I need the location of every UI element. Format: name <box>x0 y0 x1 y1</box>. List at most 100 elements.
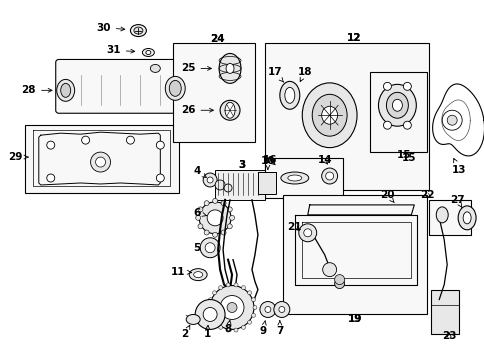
Ellipse shape <box>462 212 470 224</box>
Text: 3: 3 <box>238 160 245 170</box>
Circle shape <box>207 306 211 310</box>
Circle shape <box>273 302 289 317</box>
Circle shape <box>215 180 225 190</box>
Circle shape <box>207 210 223 226</box>
Circle shape <box>247 320 251 324</box>
Circle shape <box>197 207 202 212</box>
Ellipse shape <box>279 81 299 109</box>
Circle shape <box>325 172 333 180</box>
Text: 12: 12 <box>347 32 361 42</box>
Bar <box>282 195 426 315</box>
Text: 2: 2 <box>181 325 189 340</box>
Circle shape <box>212 291 216 295</box>
Bar <box>430 290 458 335</box>
Ellipse shape <box>189 269 207 281</box>
Bar <box>257 172 275 194</box>
Circle shape <box>221 230 226 235</box>
Circle shape <box>156 174 164 182</box>
Circle shape <box>224 184 231 192</box>
Circle shape <box>204 230 209 235</box>
Ellipse shape <box>284 87 294 103</box>
Circle shape <box>208 298 212 302</box>
Circle shape <box>91 152 110 172</box>
Circle shape <box>227 302 237 312</box>
Circle shape <box>203 307 217 321</box>
Text: 17: 17 <box>267 67 283 82</box>
Ellipse shape <box>321 106 337 124</box>
Circle shape <box>208 313 212 317</box>
Circle shape <box>81 136 90 144</box>
Ellipse shape <box>280 172 308 184</box>
Circle shape <box>220 296 243 320</box>
Circle shape <box>212 320 216 324</box>
Text: 6: 6 <box>193 208 206 218</box>
Circle shape <box>241 286 245 290</box>
Text: 30: 30 <box>96 22 124 32</box>
Circle shape <box>259 302 275 317</box>
Text: 12: 12 <box>347 32 361 42</box>
Text: 19: 19 <box>347 315 361 325</box>
Circle shape <box>403 82 410 90</box>
Ellipse shape <box>150 65 160 72</box>
Circle shape <box>212 198 217 203</box>
Text: 25: 25 <box>181 64 211 74</box>
Ellipse shape <box>169 80 181 96</box>
Text: 5: 5 <box>193 243 200 253</box>
Circle shape <box>195 215 200 220</box>
Ellipse shape <box>435 207 447 223</box>
Circle shape <box>195 300 225 330</box>
Circle shape <box>207 177 212 183</box>
Circle shape <box>241 325 245 329</box>
Circle shape <box>247 291 251 295</box>
Text: 9: 9 <box>259 321 266 336</box>
Bar <box>173 42 255 142</box>
Text: 15: 15 <box>396 150 411 160</box>
Ellipse shape <box>146 50 151 55</box>
Text: 10: 10 <box>260 156 274 169</box>
Circle shape <box>322 263 336 277</box>
Text: 4: 4 <box>193 166 206 177</box>
Circle shape <box>205 243 215 253</box>
Ellipse shape <box>60 84 71 97</box>
Circle shape <box>227 207 232 212</box>
Text: 7: 7 <box>275 321 283 336</box>
Text: 26: 26 <box>181 105 213 115</box>
Circle shape <box>403 121 410 129</box>
Ellipse shape <box>312 94 347 136</box>
Ellipse shape <box>220 100 240 120</box>
Circle shape <box>446 115 456 125</box>
Ellipse shape <box>287 175 301 181</box>
Text: 31: 31 <box>106 45 135 55</box>
Text: 1: 1 <box>203 325 211 340</box>
Circle shape <box>334 275 344 285</box>
Text: 19: 19 <box>347 315 361 325</box>
Text: 11: 11 <box>171 267 191 277</box>
Circle shape <box>229 215 234 220</box>
Ellipse shape <box>219 54 241 84</box>
Circle shape <box>218 325 222 329</box>
Ellipse shape <box>302 83 356 148</box>
Circle shape <box>298 224 316 242</box>
Text: 16: 16 <box>262 155 276 165</box>
Text: 24: 24 <box>210 34 224 44</box>
Circle shape <box>334 278 344 288</box>
Circle shape <box>46 141 55 149</box>
Ellipse shape <box>225 102 235 118</box>
Bar <box>428 200 470 235</box>
Bar <box>215 170 264 200</box>
Circle shape <box>226 283 229 287</box>
Circle shape <box>126 136 134 144</box>
Bar <box>264 42 428 190</box>
Bar <box>264 158 342 198</box>
Text: 28: 28 <box>22 85 52 95</box>
Circle shape <box>253 306 257 310</box>
Circle shape <box>321 168 337 184</box>
Circle shape <box>203 173 217 187</box>
Ellipse shape <box>457 206 475 230</box>
Text: 8: 8 <box>224 320 231 335</box>
Ellipse shape <box>226 64 234 74</box>
Ellipse shape <box>186 315 200 325</box>
Bar <box>369 72 426 152</box>
Circle shape <box>95 157 106 167</box>
Ellipse shape <box>57 79 75 101</box>
